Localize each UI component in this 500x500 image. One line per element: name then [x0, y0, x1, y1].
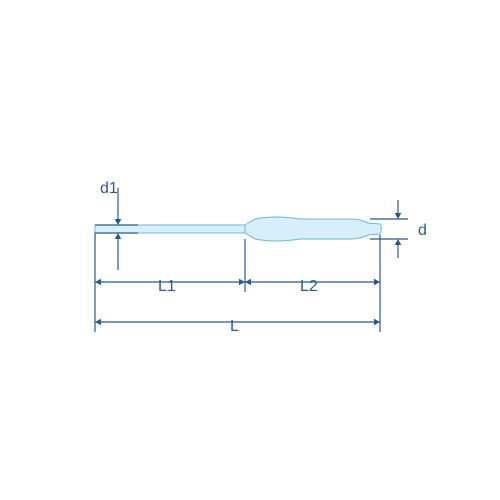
dimension-svg — [0, 0, 500, 500]
label-L: L — [230, 318, 239, 336]
label-d: d — [418, 222, 427, 240]
label-d1: d1 — [100, 180, 118, 198]
label-L1: L1 — [158, 278, 176, 296]
label-L2: L2 — [300, 278, 318, 296]
diagram-canvas: d1 d L1 L2 L — [0, 0, 500, 500]
